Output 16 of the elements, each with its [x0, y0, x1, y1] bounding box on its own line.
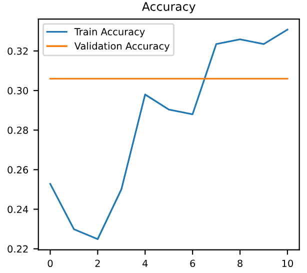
- y-tick-label: 0.24: [8, 206, 28, 214]
- x-tick-label: 2: [95, 260, 100, 267]
- y-tick-label: 0.26: [8, 166, 28, 174]
- chart-title: Accuracy: [142, 2, 196, 14]
- x-tick-label: 10: [282, 260, 294, 268]
- y-tick-label: 0.30: [8, 87, 28, 94]
- x-tick-label: 8: [238, 260, 242, 268]
- x-tick-label: 6: [190, 260, 196, 268]
- line-series: [49, 28, 288, 240]
- y-tick-label: 0.22: [8, 245, 28, 253]
- x-tick-label: 4: [142, 260, 148, 267]
- x-tick-label: 0: [48, 260, 53, 268]
- legend-label: Validation Accuracy: [74, 42, 170, 52]
- y-tick-label: 0.28: [8, 126, 28, 134]
- y-tick-label: 0.32: [8, 47, 28, 55]
- legend-label: Train Accuracy: [74, 28, 145, 38]
